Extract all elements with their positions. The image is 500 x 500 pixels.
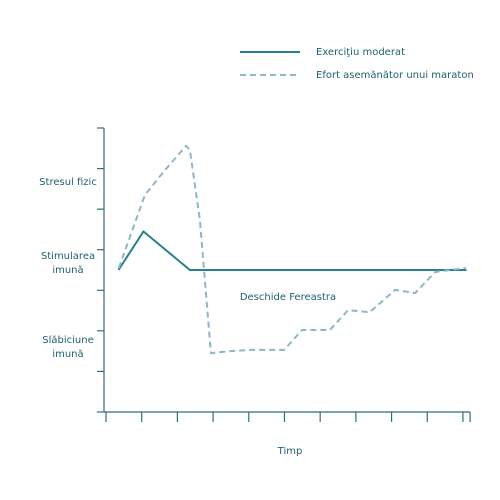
y-category-label: Stresul fizic <box>39 177 97 188</box>
legend-label: Efort asemănător unui maraton <box>316 70 474 81</box>
line-series <box>117 144 466 355</box>
legend-label: Exerciţiu moderat <box>316 47 405 58</box>
y-category-label: Slăbiciune imună <box>42 335 94 360</box>
x-axis-label: Timp <box>277 446 303 457</box>
y-category-label: Stimularea imună <box>40 251 96 276</box>
line-series <box>117 230 467 271</box>
annotation: Deschide Fereastra <box>240 292 336 303</box>
